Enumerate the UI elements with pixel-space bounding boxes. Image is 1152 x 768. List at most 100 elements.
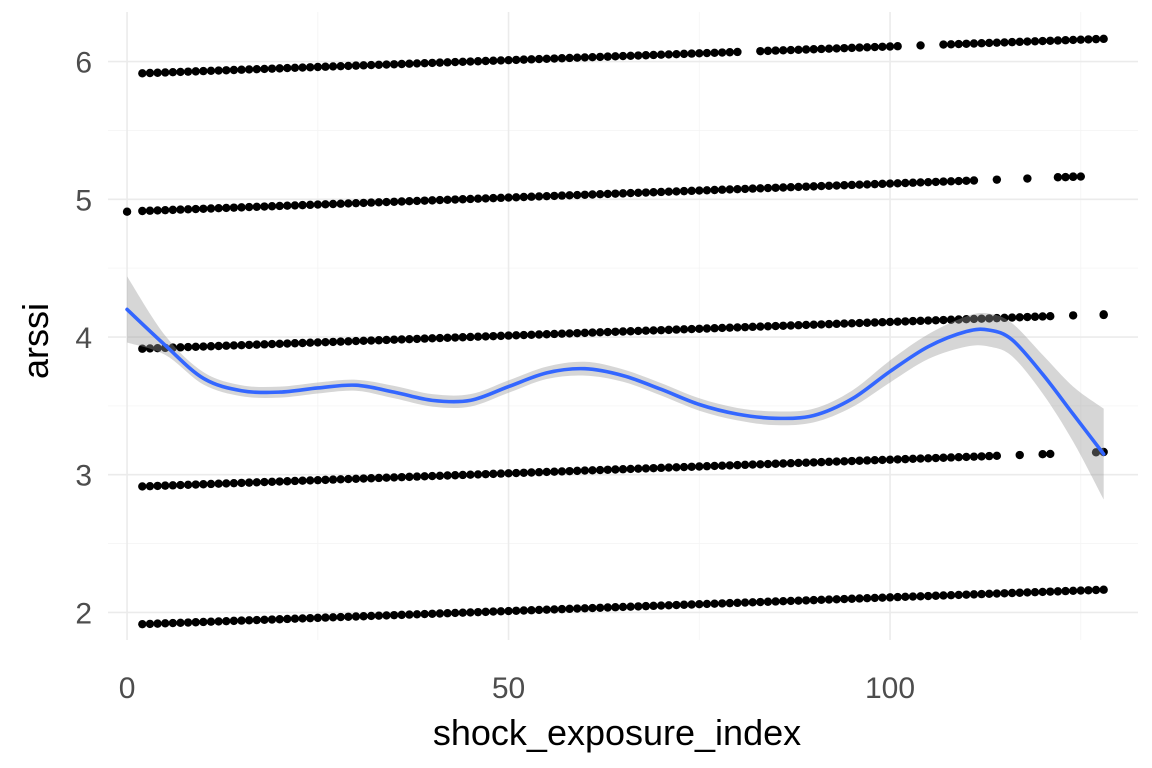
data-point bbox=[298, 614, 307, 623]
data-point bbox=[672, 187, 681, 196]
data-point bbox=[374, 336, 384, 345]
data-point bbox=[695, 600, 704, 609]
data-point bbox=[153, 619, 162, 628]
data-point bbox=[321, 200, 330, 209]
data-point bbox=[771, 597, 780, 606]
data-point bbox=[290, 63, 300, 73]
data-point bbox=[656, 463, 666, 473]
data-point bbox=[473, 194, 483, 203]
data-point bbox=[786, 459, 796, 468]
data-point bbox=[336, 612, 345, 622]
data-point bbox=[428, 196, 437, 205]
data-point bbox=[580, 190, 590, 199]
data-point bbox=[229, 616, 239, 626]
data-point bbox=[893, 592, 902, 602]
data-point bbox=[305, 613, 315, 623]
data-point bbox=[443, 609, 452, 618]
data-point bbox=[214, 341, 223, 351]
data-point bbox=[748, 460, 757, 469]
data-point bbox=[305, 338, 315, 347]
data-point bbox=[305, 476, 315, 485]
data-point bbox=[374, 60, 384, 70]
data-point bbox=[511, 193, 521, 202]
data-point bbox=[511, 331, 521, 340]
data-point bbox=[733, 460, 742, 470]
data-point bbox=[420, 334, 429, 343]
data-point bbox=[298, 338, 307, 348]
data-point bbox=[1091, 585, 1101, 595]
data-point bbox=[916, 41, 925, 50]
data-point bbox=[626, 464, 635, 474]
data-point bbox=[405, 472, 414, 482]
data-point bbox=[710, 599, 719, 608]
data-point bbox=[206, 204, 216, 213]
data-point bbox=[725, 598, 735, 608]
data-point bbox=[794, 596, 803, 605]
data-point bbox=[222, 203, 231, 213]
data-point bbox=[557, 191, 567, 200]
data-point bbox=[534, 605, 544, 615]
data-point bbox=[336, 475, 345, 484]
data-point bbox=[969, 314, 979, 324]
data-point bbox=[275, 64, 284, 73]
data-point bbox=[405, 59, 414, 68]
data-point bbox=[611, 465, 620, 474]
y-tick-label: 3 bbox=[75, 460, 92, 493]
data-point bbox=[580, 53, 590, 62]
data-point bbox=[565, 466, 574, 476]
data-point bbox=[199, 617, 208, 627]
data-point bbox=[1015, 313, 1024, 322]
data-point bbox=[481, 607, 490, 617]
data-point bbox=[794, 182, 803, 192]
data-point bbox=[931, 177, 941, 187]
data-point bbox=[962, 315, 971, 324]
data-point bbox=[496, 193, 506, 203]
data-point bbox=[870, 318, 879, 327]
data-point bbox=[840, 43, 849, 53]
data-point bbox=[443, 333, 452, 342]
data-point bbox=[405, 610, 414, 619]
data-point bbox=[832, 457, 841, 466]
data-point bbox=[496, 469, 506, 478]
data-point bbox=[832, 181, 841, 190]
data-point bbox=[397, 335, 406, 344]
data-point bbox=[1084, 35, 1093, 44]
data-point bbox=[359, 474, 368, 483]
data-point bbox=[466, 57, 475, 66]
data-point bbox=[611, 603, 620, 612]
data-point bbox=[985, 38, 994, 48]
data-point bbox=[1007, 37, 1017, 47]
data-point bbox=[237, 478, 246, 488]
data-point bbox=[138, 69, 147, 78]
data-point bbox=[1015, 37, 1024, 47]
data-point bbox=[290, 339, 300, 348]
data-point bbox=[855, 180, 864, 189]
data-point bbox=[862, 456, 872, 465]
data-point bbox=[618, 465, 628, 474]
data-point bbox=[809, 45, 818, 54]
data-point bbox=[298, 476, 307, 485]
data-point bbox=[649, 188, 658, 197]
data-point bbox=[992, 38, 1002, 47]
data-point bbox=[1023, 37, 1032, 46]
data-point bbox=[504, 55, 513, 65]
data-point bbox=[481, 332, 490, 341]
data-point bbox=[550, 329, 559, 339]
data-point bbox=[580, 328, 590, 338]
data-point bbox=[473, 332, 483, 341]
data-point bbox=[771, 46, 780, 55]
data-point bbox=[679, 462, 689, 472]
data-point bbox=[191, 67, 200, 76]
data-point bbox=[954, 453, 963, 462]
data-point bbox=[786, 45, 796, 55]
data-point bbox=[466, 194, 475, 204]
data-point bbox=[351, 612, 361, 621]
data-point bbox=[138, 619, 147, 629]
data-point bbox=[443, 471, 452, 480]
data-point bbox=[199, 66, 208, 76]
data-point bbox=[229, 65, 239, 75]
data-point bbox=[504, 193, 513, 202]
data-point bbox=[504, 469, 513, 478]
data-point bbox=[1061, 172, 1070, 182]
